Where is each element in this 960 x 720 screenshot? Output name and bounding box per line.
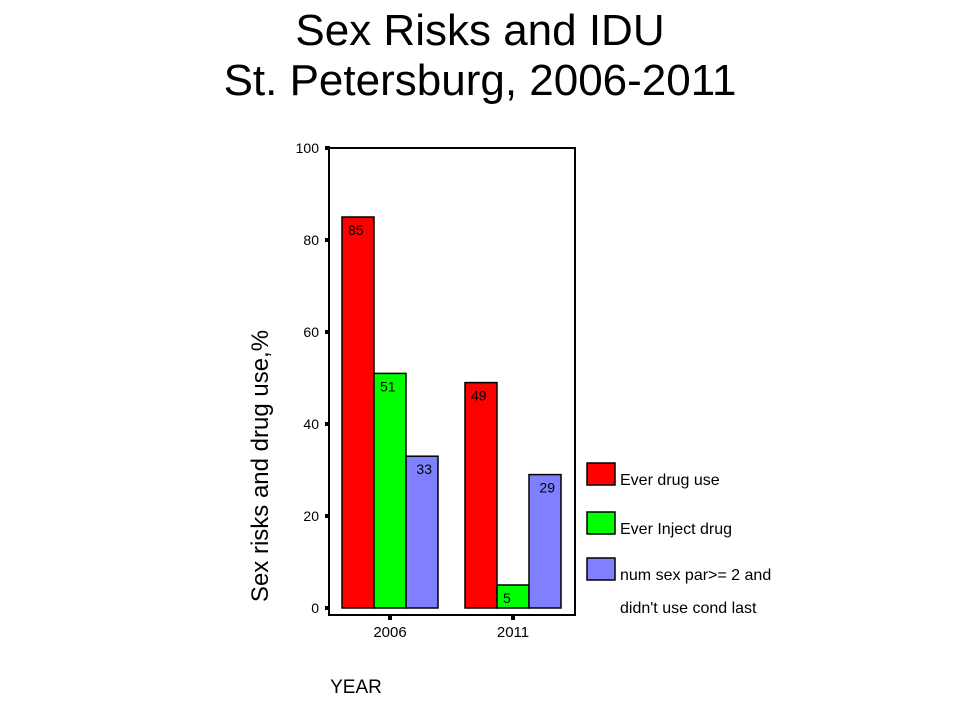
bar: [528, 473, 562, 609]
x-category-label: 2006: [373, 624, 406, 641]
bar-value-label: 33: [416, 461, 432, 477]
bar-value-label: 85: [348, 222, 364, 238]
y-tick: [325, 146, 330, 150]
y-tick: [325, 422, 330, 426]
bar: [373, 372, 407, 609]
legend-label: Ever Inject drug: [620, 521, 732, 538]
bar: [405, 455, 439, 609]
y-tick-label: 0: [311, 600, 319, 616]
bar-value-label: 49: [471, 388, 487, 404]
y-tick-label: 60: [303, 324, 319, 340]
bar-value-label: 5: [503, 590, 511, 606]
y-tick-label: 20: [303, 508, 319, 524]
x-tick: [511, 615, 515, 620]
x-tick: [388, 615, 392, 620]
bar: [496, 584, 530, 609]
y-axis-title: Sex risks and drug use,%: [247, 330, 274, 602]
bar: [464, 381, 498, 609]
legend-swatch: [586, 511, 616, 535]
y-tick: [325, 514, 330, 518]
chart-title-line-1: Sex Risks and IDU: [295, 6, 665, 55]
y-tick: [325, 330, 330, 334]
plot-frame: [328, 147, 576, 616]
bar-value-label: 29: [539, 480, 555, 496]
legend-label: num sex par>= 2 and: [620, 567, 771, 584]
y-tick-label: 40: [303, 416, 319, 432]
legend-label: Ever drug use: [620, 472, 720, 489]
legend-label: didn't use cond last: [620, 600, 757, 617]
bar: [341, 216, 375, 609]
legend-swatch: [586, 557, 616, 581]
x-axis-title: YEAR: [330, 677, 382, 698]
bar-value-label: 51: [380, 378, 396, 394]
chart-title: Sex Risks and IDU St. Petersburg, 2006-2…: [0, 6, 960, 106]
y-tick: [325, 238, 330, 242]
y-tick-label: 80: [303, 232, 319, 248]
legend-swatch: [586, 462, 616, 486]
chart-title-line-2: St. Petersburg, 2006-2011: [223, 56, 737, 105]
y-tick: [325, 606, 330, 610]
x-category-label: 2011: [497, 624, 529, 641]
y-tick-label: 100: [296, 140, 320, 156]
